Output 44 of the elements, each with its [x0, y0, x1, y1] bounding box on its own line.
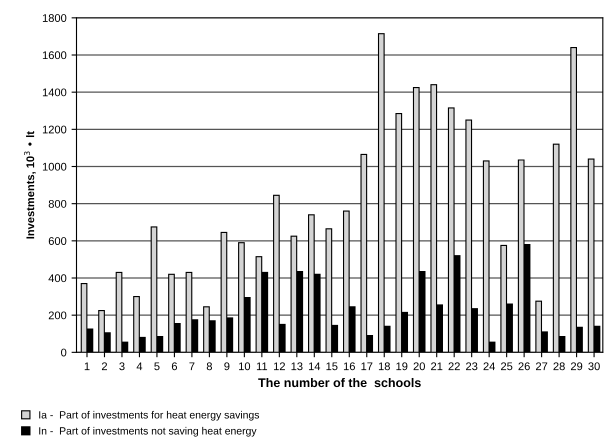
- x-tick-label: 26: [518, 362, 530, 370]
- y-tick-label: 600: [48, 237, 66, 245]
- y-tick-label: 1400: [42, 88, 66, 96]
- y-tick-label: 0: [61, 348, 66, 356]
- x-tick-label: 13: [291, 362, 303, 370]
- x-axis-title: The number of the schools: [258, 378, 421, 388]
- x-tick-label: 2: [102, 362, 108, 370]
- x-tick-label: 11: [256, 362, 268, 370]
- x-tick-label: 4: [136, 362, 142, 370]
- x-tick-label: 27: [536, 362, 548, 370]
- x-tick-label: 21: [431, 362, 442, 370]
- x-tick-label: 23: [466, 362, 478, 370]
- x-tick-label: 17: [361, 362, 372, 370]
- x-tick-label: 1: [84, 362, 90, 370]
- x-tick-label: 16: [344, 362, 355, 370]
- x-tick-label: 10: [239, 362, 250, 370]
- x-tick-label: 19: [396, 362, 408, 370]
- x-tick-label: 20: [414, 362, 425, 370]
- y-tick-label: 1600: [42, 51, 66, 60]
- y-tick-label: 400: [48, 274, 66, 282]
- x-tick-label: 28: [553, 362, 565, 370]
- y-tick-label: 200: [48, 311, 66, 320]
- legend-label: In - Part of investments not saving heat energy: [39, 426, 257, 437]
- x-tick-label: 25: [501, 362, 512, 370]
- x-tick-label: 29: [570, 362, 582, 370]
- legend-label: Ia - Part of investments for heat energy savings: [39, 410, 260, 421]
- y-tick-label: 1000: [42, 162, 66, 171]
- x-tick-label: 30: [588, 362, 600, 370]
- x-tick-label: 15: [326, 362, 338, 370]
- x-tick-label: 22: [448, 362, 460, 370]
- x-tick-label: 7: [189, 362, 194, 370]
- x-tick-label: 3: [119, 362, 125, 370]
- y-tick-label: 800: [48, 200, 66, 208]
- x-tick-label: 5: [154, 362, 160, 370]
- y-tick-label: 1800: [42, 14, 66, 22]
- x-tick-label: 12: [274, 362, 285, 370]
- x-tick-label: 6: [172, 362, 178, 370]
- x-tick-label: 24: [484, 362, 496, 370]
- y-axis-title: Investments, 10$^{3}$ • lt: [24, 131, 36, 239]
- x-tick-label: 14: [308, 362, 320, 370]
- x-tick-label: 18: [378, 362, 390, 370]
- y-tick-label: 1200: [42, 126, 66, 134]
- x-tick-label: 9: [224, 362, 230, 370]
- x-tick-label: 8: [206, 362, 212, 370]
